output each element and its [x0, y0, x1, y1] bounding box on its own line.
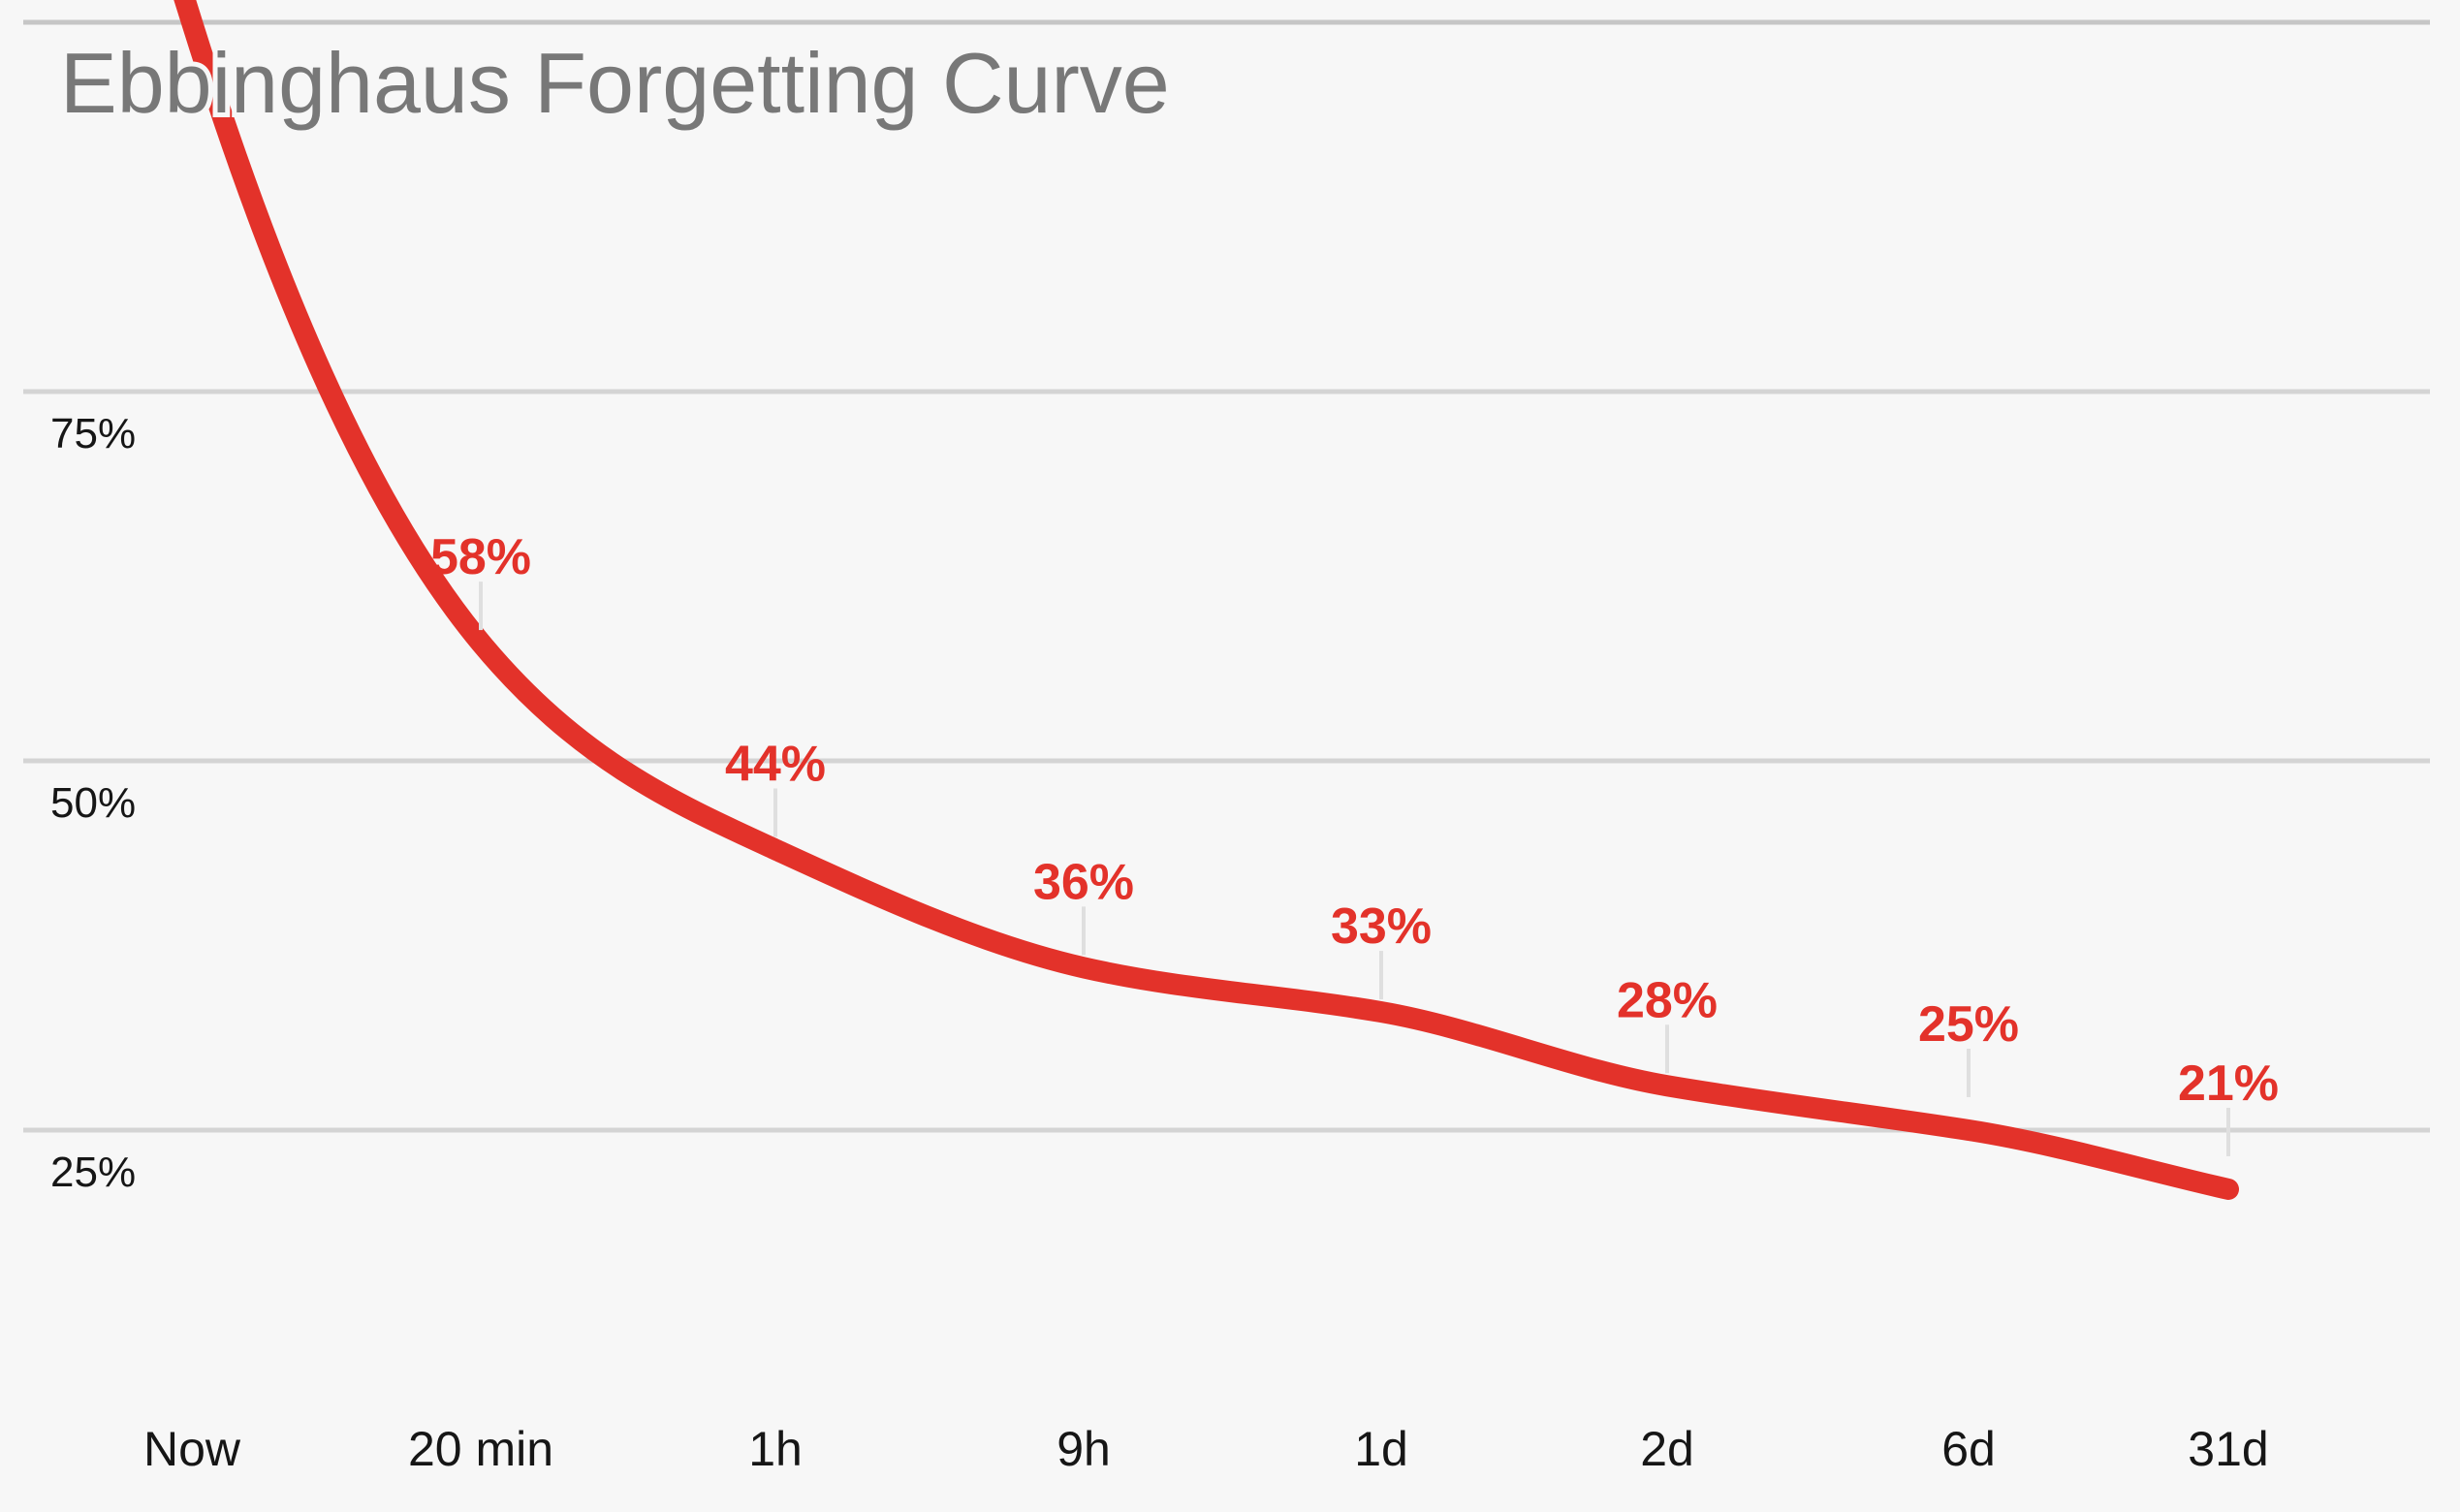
gridlines-group — [23, 19, 2430, 1133]
chart-title: Ebbinghaus Forgetting Curve — [60, 35, 1170, 131]
x-axis-label-1h: 1h — [748, 1422, 803, 1476]
x-axis-label-6d: 6d — [1941, 1422, 1996, 1476]
data-label-44%: 44% — [725, 736, 826, 792]
x-axis-labels-group: Now 20 min 1h 9h 1d 2d 6d 31d — [143, 1422, 2269, 1476]
data-label-28%: 28% — [1617, 972, 1718, 1028]
y-axis-label-75%: 75% — [50, 410, 136, 457]
x-axis-label-9h: 9h — [1057, 1422, 1111, 1476]
data-label-21%: 21% — [2178, 1055, 2279, 1112]
y-axis-labels-group: 75% 50% 25% — [50, 410, 136, 1196]
x-axis-label-20-min: 20 min — [408, 1422, 553, 1476]
y-axis-label-50%: 50% — [50, 779, 136, 827]
data-point-labels-group: 58% 44% 36% 33% 28% 25% 21% — [430, 529, 2279, 1112]
x-axis-label-31d: 31d — [2188, 1422, 2268, 1476]
data-label-25%: 25% — [1918, 996, 2019, 1053]
data-label-33%: 33% — [1331, 898, 1432, 955]
data-label-58%: 58% — [430, 529, 531, 585]
label-leader-lines-group — [479, 582, 2230, 1156]
data-label-36%: 36% — [1033, 854, 1134, 910]
x-axis-label-1d: 1d — [1354, 1422, 1408, 1476]
x-axis-label-2d: 2d — [1640, 1422, 1694, 1476]
y-axis-label-25%: 25% — [50, 1149, 136, 1196]
x-axis-label-Now: Now — [143, 1422, 241, 1476]
forgetting-curve-line — [173, 0, 2239, 1200]
